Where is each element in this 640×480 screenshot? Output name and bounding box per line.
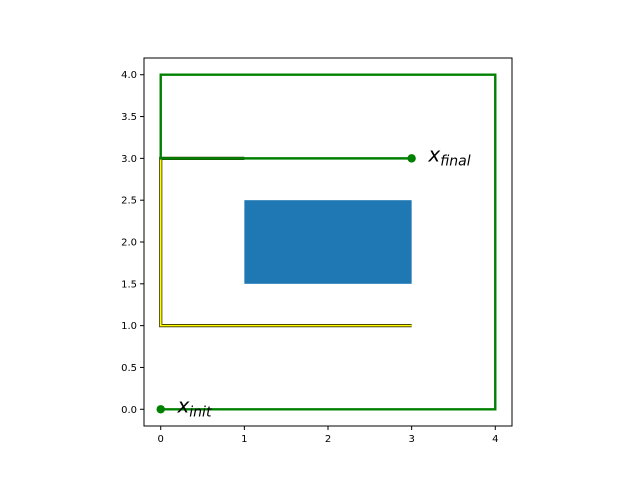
axes: 0 1 2 3 40.00.51.01.52.02.53.03.54.0xinitxfi…: [121, 57, 513, 445]
annotation-subscript: final: [440, 153, 470, 169]
marker-point-1: [407, 154, 416, 163]
x-tick-label: 3: [408, 434, 414, 445]
y-tick-label: 1.5: [121, 279, 137, 290]
path-line-1: [159, 73, 497, 411]
x-tick-label: 0: [158, 434, 164, 445]
marker-point-0: [156, 405, 165, 414]
y-tick-label: 2.0: [121, 238, 137, 249]
x-tick-label: 1: [241, 434, 247, 445]
obstacle-rect: [244, 200, 412, 284]
y-tick-label: 3.0: [121, 154, 137, 165]
y-tick-label: 0.0: [121, 405, 137, 416]
annotation-subscript: init: [189, 404, 212, 420]
x-tick-label: 4: [492, 434, 498, 445]
y-tick-label: 4.0: [121, 70, 137, 81]
y-tick-label: 3.5: [121, 112, 137, 123]
y-tick-label: 2.5: [121, 196, 137, 207]
y-tick-label: 1.0: [121, 321, 137, 332]
x-tick-label: 2: [325, 434, 331, 445]
y-tick-label: 0.5: [121, 363, 137, 374]
